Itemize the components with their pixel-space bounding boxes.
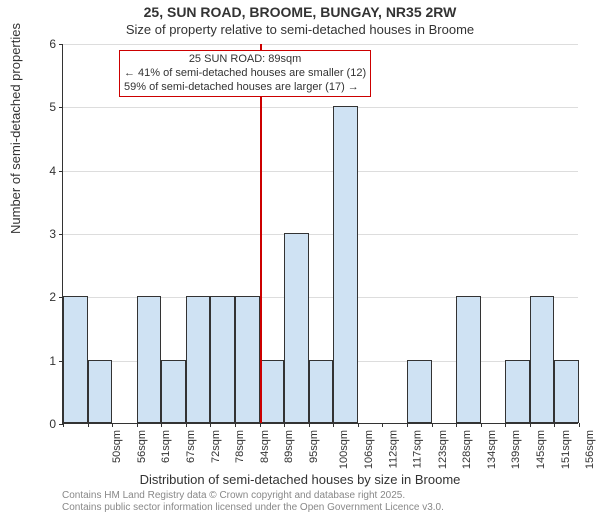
y-tick-label: 4 xyxy=(42,164,56,178)
x-tick-mark xyxy=(505,423,506,427)
x-tick-mark xyxy=(333,423,334,427)
x-tick-label: 134sqm xyxy=(486,430,498,469)
histogram-bar xyxy=(505,360,530,423)
chart-subtitle: Size of property relative to semi-detach… xyxy=(0,22,600,37)
footer-line-1: Contains HM Land Registry data © Crown c… xyxy=(62,490,405,501)
histogram-bar xyxy=(309,360,334,423)
histogram-bar xyxy=(186,296,211,423)
x-tick-mark xyxy=(382,423,383,427)
histogram-bar xyxy=(63,296,88,423)
x-tick-mark xyxy=(432,423,433,427)
x-tick-mark xyxy=(456,423,457,427)
x-tick-mark xyxy=(260,423,261,427)
x-tick-mark xyxy=(161,423,162,427)
x-tick-label: 61sqm xyxy=(160,430,172,463)
x-tick-mark xyxy=(481,423,482,427)
x-tick-label: 56sqm xyxy=(136,430,148,463)
y-tick-mark xyxy=(59,107,63,108)
y-tick-label: 6 xyxy=(42,37,56,51)
x-tick-mark xyxy=(88,423,89,427)
annotation-line: 59% of semi-detached houses are larger (… xyxy=(124,81,366,95)
gridline xyxy=(63,171,578,172)
x-tick-mark xyxy=(358,423,359,427)
y-tick-label: 1 xyxy=(42,354,56,368)
histogram-bar xyxy=(456,296,481,423)
x-tick-label: 89sqm xyxy=(283,430,295,463)
x-tick-label: 50sqm xyxy=(111,430,123,463)
x-tick-mark xyxy=(407,423,408,427)
histogram-bar xyxy=(137,296,162,423)
y-tick-label: 2 xyxy=(42,290,56,304)
x-tick-label: 117sqm xyxy=(411,430,423,468)
gridline xyxy=(63,234,578,235)
footer-line-2: Contains public sector information licen… xyxy=(62,502,444,513)
x-tick-label: 151sqm xyxy=(560,430,572,469)
annotation-line: 25 SUN ROAD: 89sqm xyxy=(124,53,366,67)
chart-footer: Contains HM Land Registry data © Crown c… xyxy=(62,490,444,514)
histogram-bar xyxy=(333,106,358,423)
chart-title: 25, SUN ROAD, BROOME, BUNGAY, NR35 2RW xyxy=(0,4,600,20)
x-tick-label: 139sqm xyxy=(511,430,523,469)
x-tick-label: 128sqm xyxy=(461,430,473,469)
x-tick-label: 78sqm xyxy=(234,430,246,463)
gridline xyxy=(63,44,578,45)
x-tick-mark xyxy=(309,423,310,427)
histogram-bar xyxy=(530,296,555,423)
annotation-line: ← 41% of semi-detached houses are smalle… xyxy=(124,67,366,81)
x-tick-label: 67sqm xyxy=(185,430,197,463)
x-tick-mark xyxy=(137,423,138,427)
histogram-bar xyxy=(284,233,309,423)
x-axis-label: Distribution of semi-detached houses by … xyxy=(0,472,600,487)
y-tick-mark xyxy=(59,234,63,235)
x-tick-label: 72sqm xyxy=(210,430,222,463)
x-tick-label: 156sqm xyxy=(584,430,596,469)
x-tick-label: 106sqm xyxy=(363,430,375,469)
x-tick-label: 123sqm xyxy=(437,430,449,469)
x-tick-mark xyxy=(235,423,236,427)
x-tick-label: 100sqm xyxy=(339,430,351,469)
y-tick-mark xyxy=(59,171,63,172)
reference-line xyxy=(260,44,262,423)
y-axis-label: Number of semi-detached properties xyxy=(8,23,23,234)
histogram-bar xyxy=(260,360,285,423)
x-tick-label: 145sqm xyxy=(535,430,547,469)
histogram-bar xyxy=(210,296,235,423)
y-tick-label: 0 xyxy=(42,417,56,431)
histogram-bar xyxy=(161,360,186,423)
annotation-box: 25 SUN ROAD: 89sqm← 41% of semi-detached… xyxy=(119,50,371,97)
x-tick-mark xyxy=(210,423,211,427)
x-tick-mark xyxy=(579,423,580,427)
x-tick-mark xyxy=(554,423,555,427)
y-tick-label: 3 xyxy=(42,227,56,241)
x-tick-mark xyxy=(284,423,285,427)
x-tick-mark xyxy=(63,423,64,427)
x-tick-mark xyxy=(186,423,187,427)
histogram-bar xyxy=(88,360,113,423)
histogram-bar xyxy=(554,360,579,423)
x-tick-label: 112sqm xyxy=(387,430,399,468)
y-tick-mark xyxy=(59,44,63,45)
histogram-bar xyxy=(407,360,432,423)
x-tick-label: 95sqm xyxy=(308,430,320,463)
plot-area: 25 SUN ROAD: 89sqm← 41% of semi-detached… xyxy=(62,44,578,424)
y-tick-label: 5 xyxy=(42,100,56,114)
gridline xyxy=(63,107,578,108)
x-tick-label: 84sqm xyxy=(259,430,271,463)
histogram-bar xyxy=(235,296,260,423)
x-tick-mark xyxy=(530,423,531,427)
x-tick-mark xyxy=(112,423,113,427)
